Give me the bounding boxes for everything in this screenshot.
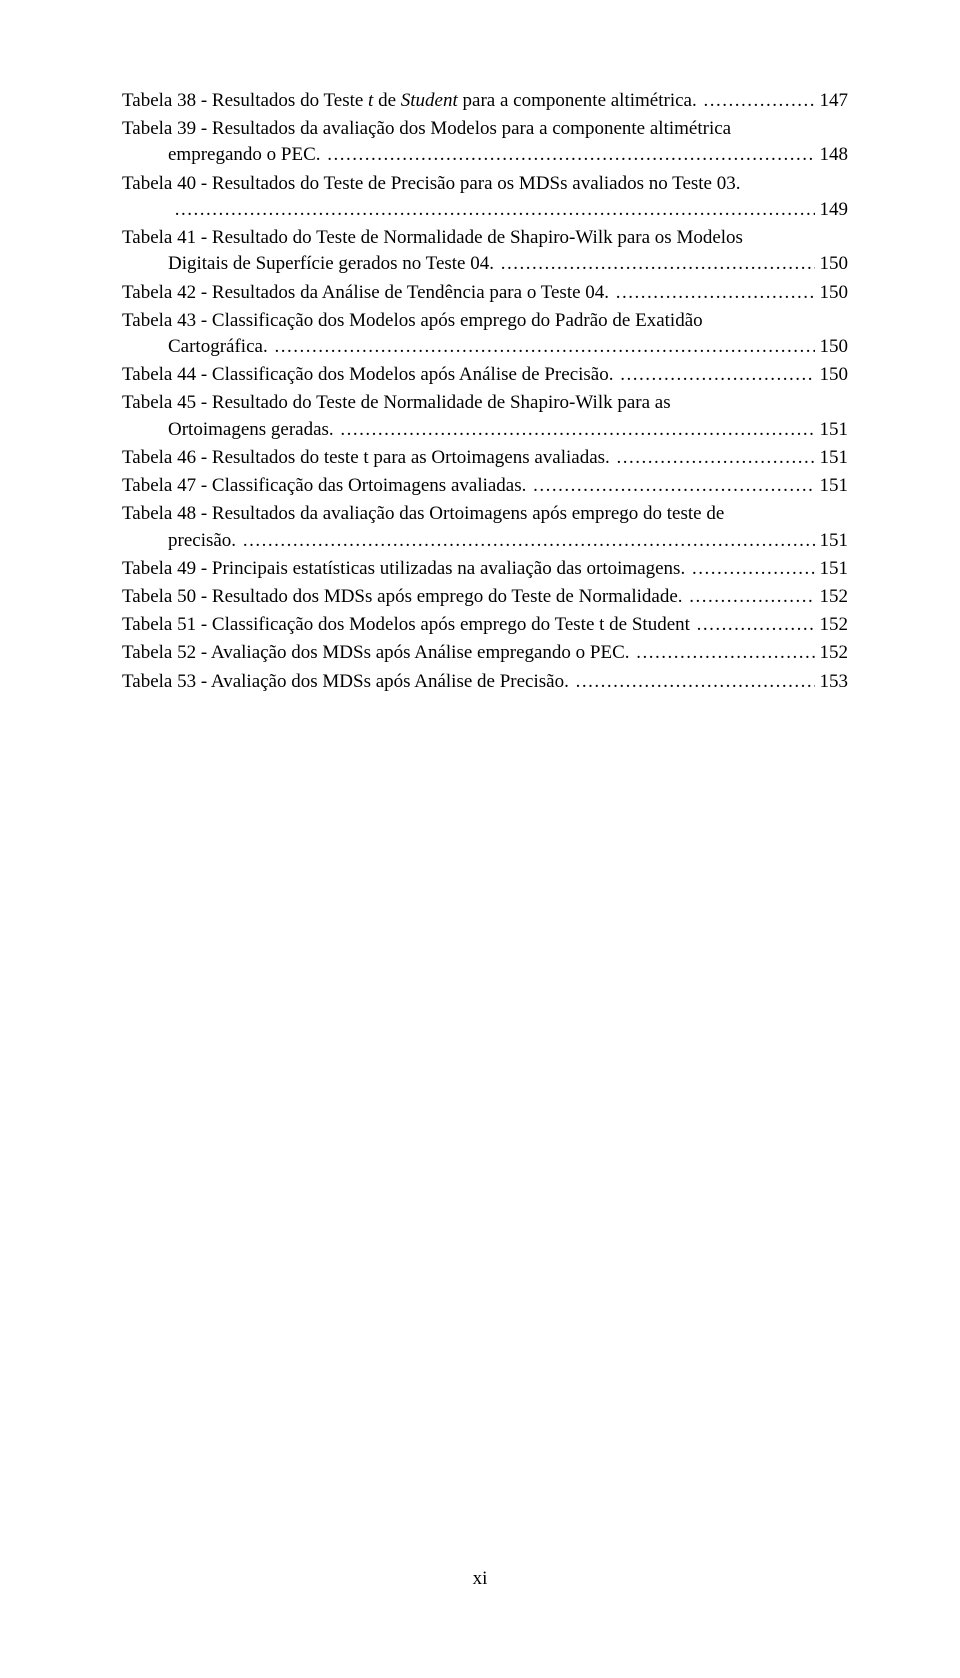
toc-label: Ortoimagens geradas. [168, 417, 334, 443]
leader-dots: ........................................… [173, 197, 815, 223]
leader-dots: ........................................… [701, 88, 814, 114]
toc-line: Digitais de Superfície gerados no Teste … [122, 251, 848, 277]
toc-line: Tabela 53 - Avaliação dos MDSs após Anál… [122, 669, 848, 695]
leader-dots: ........................................… [272, 334, 814, 360]
toc-line: Tabela 42 - Resultados da Análise de Ten… [122, 280, 848, 306]
toc-entry: Tabela 47 - Classificação das Ortoimagen… [122, 473, 848, 499]
leader-dots: ........................................… [615, 445, 815, 471]
toc-line: ........................................… [122, 197, 848, 223]
toc-entry: Tabela 48 - Resultados da avaliação das … [122, 501, 848, 553]
toc-label: Tabela 47 - Classificação das Ortoimagen… [122, 473, 526, 499]
toc-label: Tabela 41 - Resultado do Teste de Normal… [122, 225, 743, 251]
leader-dots: ........................................… [690, 556, 815, 582]
toc-entry: Tabela 41 - Resultado do Teste de Normal… [122, 225, 848, 277]
leader-dots: ........................................… [618, 362, 815, 388]
toc-label: precisão. [168, 528, 236, 554]
toc-entry: Tabela 39 - Resultados da avaliação dos … [122, 116, 848, 168]
toc-entry: Tabela 49 - Principais estatísticas util… [122, 556, 848, 582]
toc-entry: Tabela 40 - Resultados do Teste de Preci… [122, 171, 848, 223]
toc-entry: Tabela 45 - Resultado do Teste de Normal… [122, 390, 848, 442]
toc-page-number: 150 [815, 334, 848, 360]
toc-label: Tabela 40 - Resultados do Teste de Preci… [122, 171, 740, 197]
leader-dots: ........................................… [338, 417, 814, 443]
toc-label: Tabela 42 - Resultados da Análise de Ten… [122, 280, 609, 306]
leader-dots: ........................................… [531, 473, 815, 499]
toc-line: Ortoimagens geradas. ...................… [122, 417, 848, 443]
toc-label: Tabela 52 - Avaliação dos MDSs após Anál… [122, 640, 630, 666]
toc-line: Tabela 50 - Resultado dos MDSs após empr… [122, 584, 848, 610]
toc-page-number: 152 [815, 612, 848, 638]
toc-label: Tabela 48 - Resultados da avaliação das … [122, 501, 724, 527]
toc-line: Tabela 46 - Resultados do teste t para a… [122, 445, 848, 471]
toc-line: Tabela 44 - Classificação dos Modelos ap… [122, 362, 848, 388]
toc-label: Tabela 51 - Classificação dos Modelos ap… [122, 612, 690, 638]
toc-label: Tabela 38 - Resultados do Teste t de Stu… [122, 88, 697, 114]
toc-entry: Tabela 44 - Classificação dos Modelos ap… [122, 362, 848, 388]
page-number: xi [0, 1566, 960, 1592]
toc-page-number: 149 [815, 197, 848, 223]
toc-label: Tabela 53 - Avaliação dos MDSs após Anál… [122, 669, 569, 695]
leader-dots: ........................................… [241, 528, 815, 554]
leader-dots: ........................................… [687, 584, 814, 610]
toc-line: Cartográfica. ..........................… [122, 334, 848, 360]
toc-label: Tabela 50 - Resultado dos MDSs após empr… [122, 584, 683, 610]
toc-entry: Tabela 43 - Classificação dos Modelos ap… [122, 308, 848, 360]
toc-page-number: 151 [815, 473, 848, 499]
toc-label: Tabela 46 - Resultados do teste t para a… [122, 445, 610, 471]
leader-dots: ........................................… [325, 142, 814, 168]
leader-dots: ........................................… [634, 640, 814, 666]
toc-page-number: 151 [815, 445, 848, 471]
toc-line: precisão. ..............................… [122, 528, 848, 554]
toc-line: Tabela 41 - Resultado do Teste de Normal… [122, 225, 848, 251]
toc-line: Tabela 52 - Avaliação dos MDSs após Anál… [122, 640, 848, 666]
toc-page-number: 151 [815, 528, 848, 554]
toc-page-number: 148 [815, 142, 848, 168]
toc-page-number: 150 [815, 362, 848, 388]
toc-label: Cartográfica. [168, 334, 268, 360]
toc-entry: Tabela 42 - Resultados da Análise de Ten… [122, 280, 848, 306]
toc-page-number: 147 [815, 88, 848, 114]
toc-label: Tabela 49 - Principais estatísticas util… [122, 556, 685, 582]
toc-label: Digitais de Superfície gerados no Teste … [168, 251, 494, 277]
toc-line: Tabela 45 - Resultado do Teste de Normal… [122, 390, 848, 416]
leader-dots: ........................................… [574, 669, 815, 695]
toc-line: Tabela 47 - Classificação das Ortoimagen… [122, 473, 848, 499]
toc-label: empregando o PEC. [168, 142, 321, 168]
toc-page-number: 151 [815, 417, 848, 443]
toc-line: empregando o PEC. ......................… [122, 142, 848, 168]
toc-line: Tabela 40 - Resultados do Teste de Preci… [122, 171, 848, 197]
leader-dots: ........................................… [614, 280, 815, 306]
toc-line: Tabela 51 - Classificação dos Modelos ap… [122, 612, 848, 638]
leader-dots: ........................................… [695, 612, 815, 638]
toc-label: Tabela 45 - Resultado do Teste de Normal… [122, 390, 671, 416]
toc-line: Tabela 43 - Classificação dos Modelos ap… [122, 308, 848, 334]
toc-page-number: 151 [815, 556, 848, 582]
toc-page-number: 150 [815, 251, 848, 277]
toc-label: Tabela 43 - Classificação dos Modelos ap… [122, 308, 703, 334]
toc-entry: Tabela 53 - Avaliação dos MDSs após Anál… [122, 669, 848, 695]
table-of-contents: Tabela 38 - Resultados do Teste t de Stu… [122, 88, 848, 695]
toc-page-number: 152 [815, 640, 848, 666]
toc-line: Tabela 39 - Resultados da avaliação dos … [122, 116, 848, 142]
toc-page-number: 150 [815, 280, 848, 306]
page: Tabela 38 - Resultados do Teste t de Stu… [0, 0, 960, 1678]
toc-entry: Tabela 51 - Classificação dos Modelos ap… [122, 612, 848, 638]
toc-label: Tabela 39 - Resultados da avaliação dos … [122, 116, 731, 142]
toc-page-number: 153 [815, 669, 848, 695]
toc-entry: Tabela 50 - Resultado dos MDSs após empr… [122, 584, 848, 610]
toc-label: Tabela 44 - Classificação dos Modelos ap… [122, 362, 614, 388]
toc-entry: Tabela 46 - Resultados do teste t para a… [122, 445, 848, 471]
toc-entry: Tabela 52 - Avaliação dos MDSs após Anál… [122, 640, 848, 666]
toc-entry: Tabela 38 - Resultados do Teste t de Stu… [122, 88, 848, 114]
toc-line: Tabela 49 - Principais estatísticas util… [122, 556, 848, 582]
toc-line: Tabela 38 - Resultados do Teste t de Stu… [122, 88, 848, 114]
toc-page-number: 152 [815, 584, 848, 610]
leader-dots: ........................................… [499, 251, 815, 277]
toc-line: Tabela 48 - Resultados da avaliação das … [122, 501, 848, 527]
